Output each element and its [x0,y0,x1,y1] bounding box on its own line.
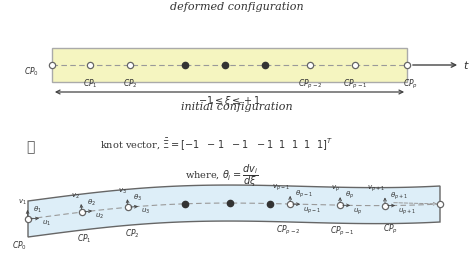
Text: $CP_p$: $CP_p$ [383,223,399,236]
Text: $u_3$: $u_3$ [141,207,151,216]
Text: $CP_{p-1}$: $CP_{p-1}$ [343,78,367,91]
Text: $v_3$: $v_3$ [118,187,127,196]
Text: $CP_0$: $CP_0$ [25,65,39,78]
Text: $\theta_2$: $\theta_2$ [87,198,96,208]
Text: $CP_0$: $CP_0$ [12,239,27,252]
Text: $u_1$: $u_1$ [43,219,52,228]
Text: where, $\theta_i = \dfrac{dv_i}{d\xi}$: where, $\theta_i = \dfrac{dv_i}{d\xi}$ [185,162,258,189]
Text: $CP_p$: $CP_p$ [403,78,419,91]
Text: initial configuration: initial configuration [181,102,293,112]
Text: $u_2$: $u_2$ [95,212,104,221]
Text: $\theta_{p+1}$: $\theta_{p+1}$ [390,190,408,202]
Text: $u_{p-1}$: $u_{p-1}$ [303,205,322,216]
Text: $\theta_3$: $\theta_3$ [133,193,142,203]
Text: $\theta_1$: $\theta_1$ [33,205,42,215]
Bar [52,48,407,82]
Text: $CP_2$: $CP_2$ [123,78,137,91]
Text: $CP_{p-1}$: $CP_{p-1}$ [329,225,355,238]
Text: $\theta_{p-1}$: $\theta_{p-1}$ [295,189,313,200]
Text: $v_2$: $v_2$ [72,191,80,201]
Text: $CP_1$: $CP_1$ [77,232,91,245]
Text: knot vector, $\bar{\Xi}=[-1\ \ -1\ \ -1\ \ -1\ \ 1\ \ 1\ \ 1\ \ 1]^{T}$: knot vector, $\bar{\Xi}=[-1\ \ -1\ \ -1\… [100,136,333,152]
Text: $u_{p+1}$: $u_{p+1}$ [399,207,417,217]
Text: $CP_1$: $CP_1$ [82,78,97,91]
Text: $v_p$: $v_p$ [331,183,340,194]
Text: $-1 \leq \xi \leq +1$: $-1 \leq \xi \leq +1$ [198,94,261,108]
Text: $\theta_p$: $\theta_p$ [345,190,354,201]
Text: 🖎: 🖎 [26,140,34,154]
Text: $CP_{p-2}$: $CP_{p-2}$ [298,78,322,91]
Polygon shape [28,185,440,237]
Text: $v_{p-1}$: $v_{p-1}$ [272,182,290,193]
Text: $CP_{p-2}$: $CP_{p-2}$ [275,224,301,237]
Text: $t$: $t$ [463,59,470,71]
Text: $u_p$: $u_p$ [354,206,363,217]
Text: $CP_2$: $CP_2$ [125,227,139,240]
Text: $v_1$: $v_1$ [18,197,27,207]
Text: deformed configuration: deformed configuration [170,2,304,12]
Text: $v_{p+1}$: $v_{p+1}$ [366,184,384,194]
